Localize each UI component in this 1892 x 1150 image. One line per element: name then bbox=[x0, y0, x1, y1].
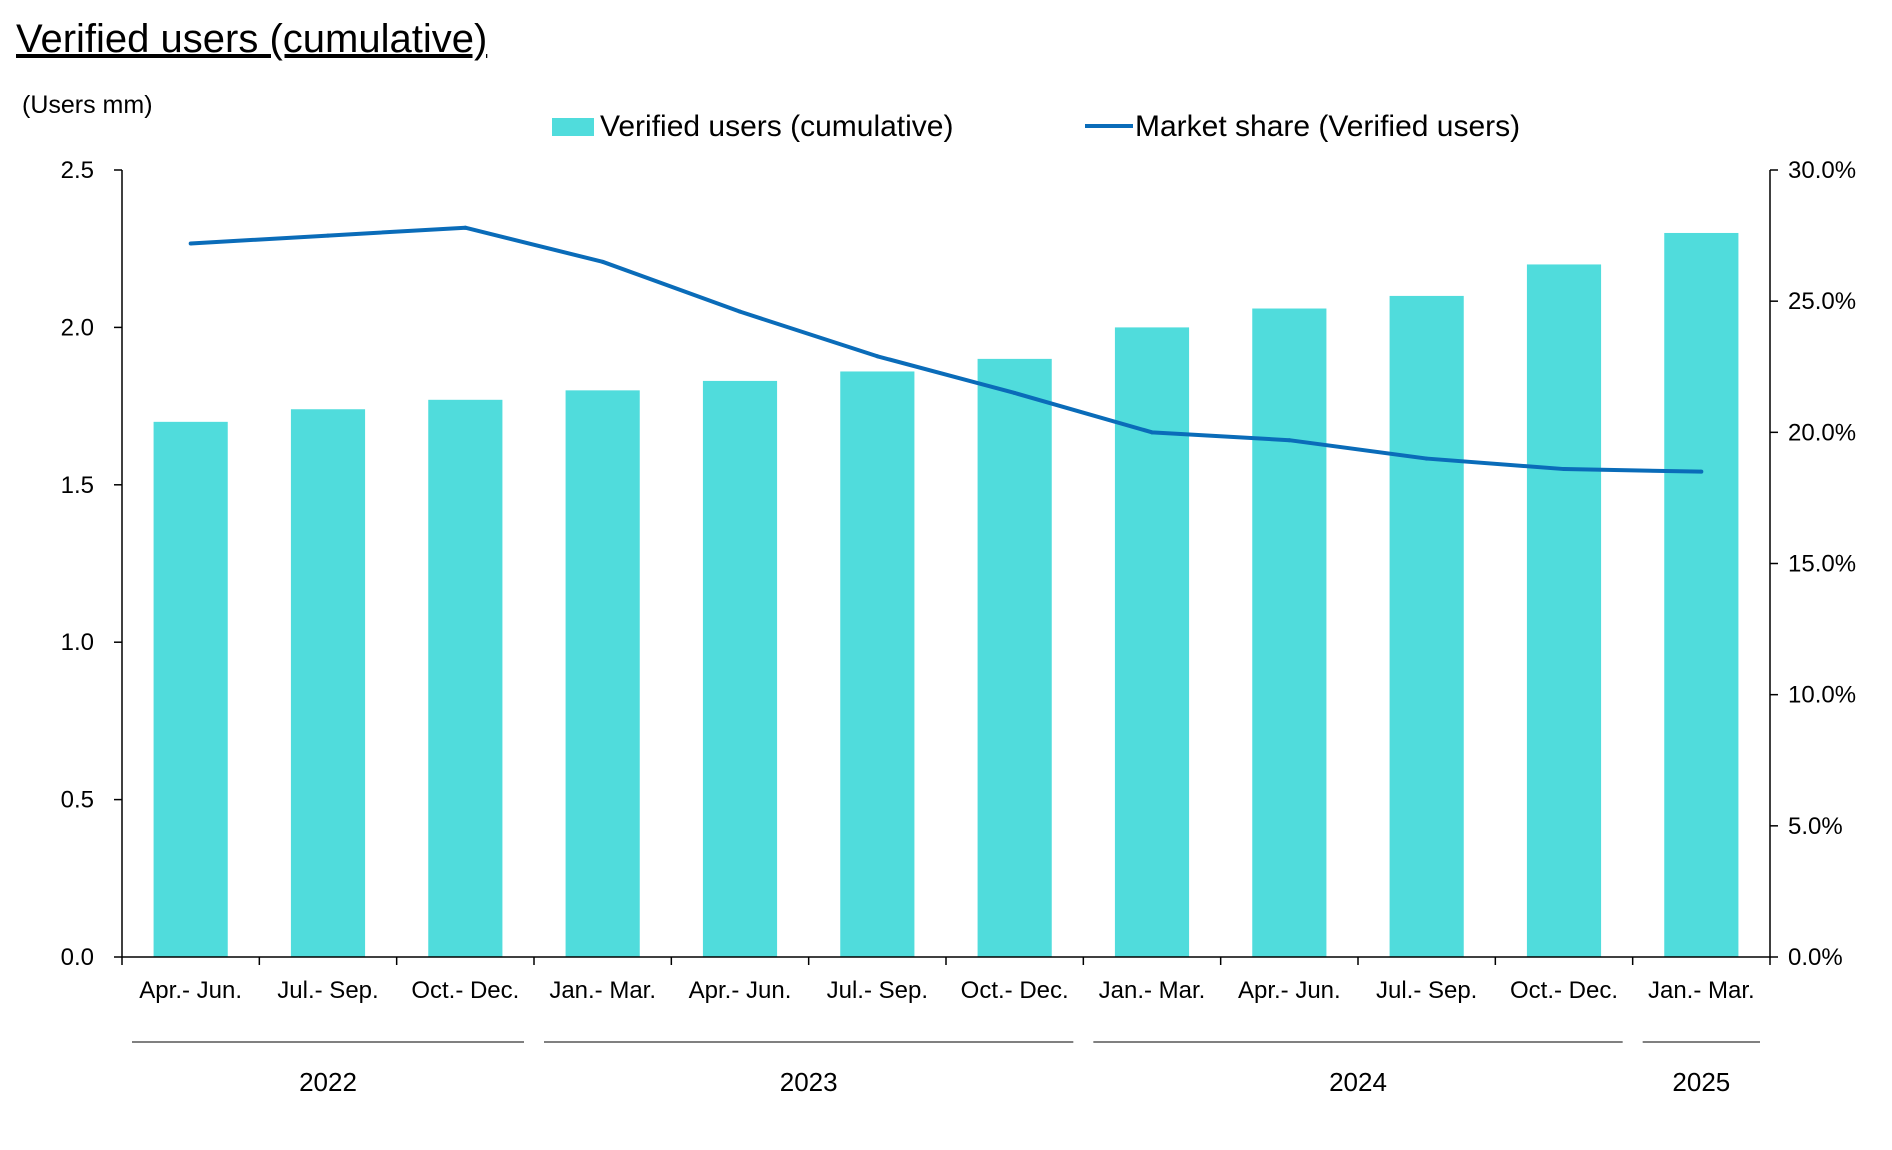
y-left-tick-label: 2.5 bbox=[61, 157, 94, 184]
x-tick-label: Oct.- Dec. bbox=[1510, 977, 1618, 1004]
legend: Verified users (cumulative) Market share… bbox=[552, 110, 1520, 143]
legend-line-label: Market share (Verified users) bbox=[1135, 110, 1520, 143]
line-point bbox=[1150, 430, 1154, 435]
y-right-tick-label: 25.0% bbox=[1788, 288, 1856, 315]
line-point bbox=[1287, 438, 1292, 443]
x-tick-label: Apr.- Jun. bbox=[1238, 977, 1341, 1004]
legend-bar-label: Verified users (cumulative) bbox=[600, 110, 953, 143]
bar bbox=[153, 421, 228, 958]
bar bbox=[1526, 264, 1602, 957]
y-right-tick-label: 10.0% bbox=[1788, 682, 1856, 709]
y-left-tick-label: 2.0 bbox=[61, 314, 94, 341]
x-tick-label: Jan.- Mar. bbox=[1648, 977, 1755, 1004]
bar bbox=[428, 399, 503, 958]
x-tick-label: Apr.- Jun. bbox=[139, 977, 242, 1004]
legend-bar-swatch bbox=[552, 118, 594, 136]
line-point bbox=[188, 241, 193, 246]
x-tick-label: Apr.- Jun. bbox=[689, 977, 792, 1004]
x-tick-label: Jan.- Mar. bbox=[549, 977, 656, 1004]
x-tick-label: Jul.- Sep. bbox=[277, 977, 378, 1004]
x-tick-label: Jul.- Sep. bbox=[1376, 977, 1477, 1004]
x-tick-label: Jul.- Sep. bbox=[827, 977, 928, 1004]
year-group-label: 2025 bbox=[1672, 1067, 1730, 1097]
bar bbox=[1252, 308, 1327, 958]
y-right-tick-label: 15.0% bbox=[1788, 551, 1856, 578]
y-left-tick-label: 1.0 bbox=[61, 629, 94, 656]
bar bbox=[565, 390, 640, 957]
year-group-label: 2023 bbox=[780, 1067, 838, 1097]
line-point bbox=[1424, 456, 1429, 461]
y-right-tick-label: 30.0% bbox=[1788, 157, 1856, 184]
y-left-tick-label: 0.0 bbox=[61, 944, 94, 971]
plot-area: 0.0 0.5 1.0 1.5 2.0 2.5 0.0% 5.0% 10.0% 15.0% 20.0… bbox=[61, 157, 1856, 1097]
bar bbox=[1389, 295, 1464, 957]
y-left-tick-label: 1.5 bbox=[61, 472, 94, 499]
y-right-tick-label: 0.0% bbox=[1788, 944, 1843, 971]
line-point bbox=[738, 309, 742, 314]
bar bbox=[702, 380, 778, 957]
bar bbox=[290, 409, 366, 957]
line-point bbox=[326, 233, 330, 238]
unit-label: (Users mm) bbox=[22, 91, 153, 119]
market-share-line bbox=[190, 225, 1702, 474]
x-tick-label: Oct.- Dec. bbox=[411, 977, 519, 1004]
x-tick-label: Jan.- Mar. bbox=[1099, 977, 1206, 1004]
year-group-label: 2022 bbox=[299, 1067, 357, 1097]
line-point bbox=[1562, 467, 1566, 472]
line-point bbox=[1012, 390, 1017, 395]
bar bbox=[840, 371, 915, 957]
year-group-label: 2024 bbox=[1329, 1067, 1387, 1097]
y-right-tick-label: 5.0% bbox=[1788, 813, 1843, 840]
line-point bbox=[600, 259, 605, 264]
y-right-tick-label: 20.0% bbox=[1788, 419, 1856, 446]
chart-title: Verified users (cumulative) bbox=[16, 17, 487, 61]
x-tick-label: Oct.- Dec. bbox=[961, 977, 1069, 1004]
bar bbox=[1664, 232, 1739, 957]
bar bbox=[1114, 327, 1190, 957]
bar bbox=[977, 358, 1052, 957]
y-left-tick-label: 0.5 bbox=[61, 787, 94, 814]
line-point bbox=[875, 354, 880, 359]
line-point bbox=[1699, 469, 1704, 474]
line-point bbox=[463, 225, 468, 230]
